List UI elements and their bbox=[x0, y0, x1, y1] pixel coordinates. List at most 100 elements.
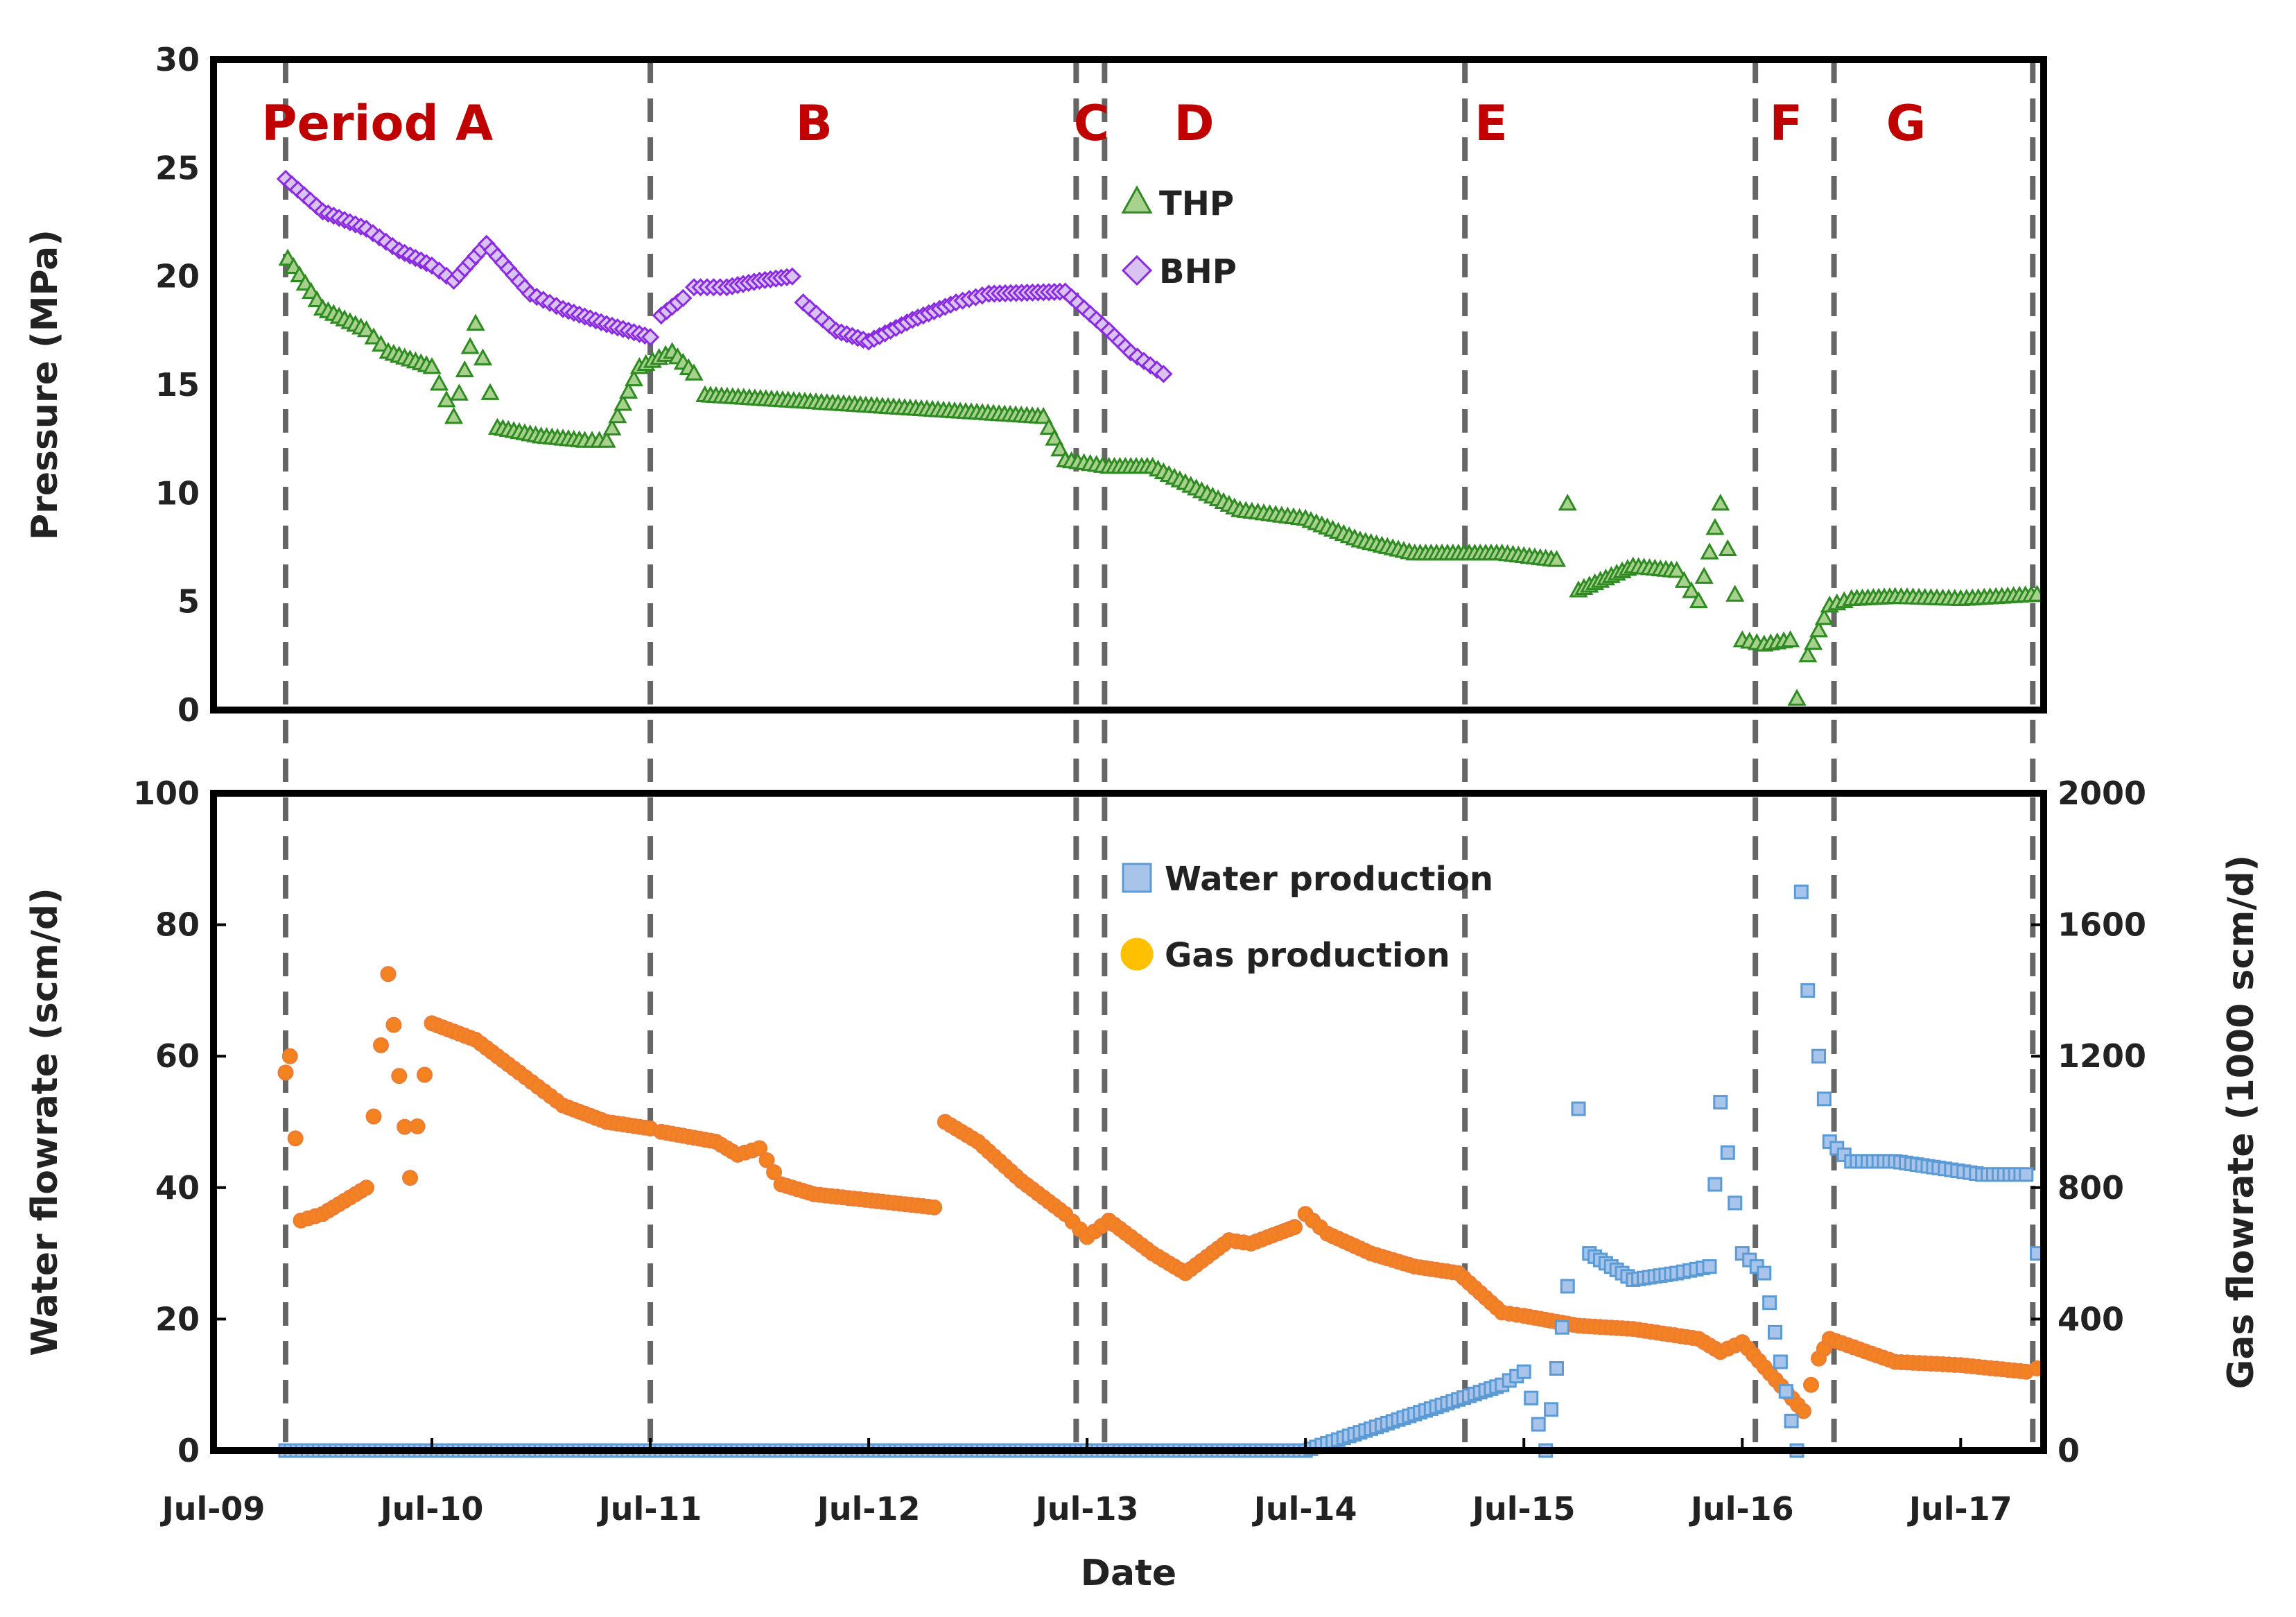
water-marker bbox=[1768, 1324, 1783, 1340]
water-marker bbox=[1784, 1413, 1799, 1428]
thp-marker bbox=[619, 381, 638, 399]
water-y-tick-label: 20 bbox=[155, 1300, 200, 1338]
thp-marker bbox=[608, 406, 627, 424]
period-label: C bbox=[1074, 95, 1109, 152]
thp-marker bbox=[1682, 581, 1701, 598]
water-marker bbox=[1713, 1095, 1728, 1110]
water-marker bbox=[1531, 1417, 1546, 1432]
water-marker bbox=[1720, 1145, 1735, 1160]
date-x-tick-label: Jul-16 bbox=[1689, 1490, 1794, 1528]
thp-marker bbox=[371, 334, 391, 352]
gas-marker bbox=[277, 1064, 294, 1081]
water-marker bbox=[1544, 1402, 1559, 1417]
pressure-y-tick-label: 5 bbox=[177, 583, 200, 621]
pressure-y-tick-label: 10 bbox=[155, 474, 200, 512]
pressure-y-label: Pressure (MPa) bbox=[24, 230, 66, 540]
water-legend-marker bbox=[1122, 863, 1152, 893]
thp-marker bbox=[614, 394, 633, 411]
gas-marker bbox=[358, 1179, 375, 1196]
water-y-tick-label: 0 bbox=[177, 1432, 200, 1469]
pressure-panel: 0 5 10 15 20 25 30 Pressure (MPa) Period A B C D E… bbox=[24, 41, 2047, 729]
water-marker bbox=[1516, 1364, 1531, 1379]
water-marker bbox=[1560, 1279, 1575, 1294]
gas-y-tick-label: 1600 bbox=[2058, 906, 2146, 944]
thp-marker bbox=[1711, 493, 1730, 511]
water-marker bbox=[1757, 1265, 1772, 1281]
period-label: G bbox=[1886, 95, 1926, 152]
thp-marker bbox=[1705, 518, 1725, 535]
thp-marker bbox=[422, 357, 442, 374]
thp-marker bbox=[1039, 417, 1059, 435]
thp-marker bbox=[1034, 406, 1053, 424]
pressure-y-tick-label: 0 bbox=[177, 691, 200, 729]
period-label: B bbox=[796, 95, 833, 152]
flowrate-legend: Water production Gas production bbox=[1120, 860, 1493, 975]
thp-marker bbox=[597, 431, 616, 448]
thp-marker bbox=[1694, 567, 1714, 584]
thp-marker bbox=[466, 313, 485, 331]
bhp-marker bbox=[1154, 365, 1173, 383]
pressure-plot-frame bbox=[210, 56, 2047, 714]
gas-marker bbox=[391, 1068, 408, 1084]
water-marker bbox=[1816, 1091, 1832, 1107]
thp-marker bbox=[1718, 539, 1737, 557]
thp-marker bbox=[1781, 630, 1800, 648]
thp-marker bbox=[437, 390, 456, 408]
water-y-label: Water flowrate (scm/d) bbox=[24, 888, 66, 1356]
date-x-tick-label: Jul-10 bbox=[379, 1490, 484, 1528]
thp-marker bbox=[1558, 493, 1577, 511]
gas-marker bbox=[926, 1199, 943, 1216]
water-marker bbox=[1773, 1354, 1788, 1369]
gas-marker bbox=[281, 1048, 298, 1064]
water-y-tick-label: 100 bbox=[133, 775, 200, 812]
thp-legend-marker bbox=[1121, 185, 1153, 214]
water-marker bbox=[1571, 1101, 1586, 1116]
thp-marker bbox=[455, 360, 474, 378]
period-label: F bbox=[1769, 95, 1802, 152]
thp-marker bbox=[1798, 645, 1818, 663]
pressure-y-ticks: 0 5 10 15 20 25 30 bbox=[155, 41, 200, 729]
thp-marker bbox=[1725, 585, 1745, 602]
gas-marker bbox=[385, 1017, 402, 1033]
water-marker bbox=[1554, 1320, 1569, 1335]
water-marker bbox=[1728, 1195, 1743, 1211]
pressure-y-tick-label: 25 bbox=[155, 149, 200, 187]
gas-marker bbox=[758, 1152, 775, 1168]
thp-marker bbox=[356, 320, 376, 338]
thp-marker bbox=[444, 406, 464, 424]
thp-marker bbox=[449, 383, 469, 401]
thp-marker bbox=[473, 348, 493, 365]
gas-marker bbox=[1802, 1376, 1819, 1393]
water-y-ticks: 0 20 40 60 80 100 bbox=[133, 775, 226, 1469]
water-legend-label: Water production bbox=[1165, 860, 1493, 899]
thp-marker bbox=[602, 418, 622, 435]
date-x-tick-label: Jul-13 bbox=[1034, 1490, 1139, 1528]
pressure-series bbox=[276, 169, 2047, 706]
gas-marker bbox=[766, 1164, 783, 1181]
water-marker bbox=[1524, 1390, 1539, 1406]
pressure-y-tick-label: 15 bbox=[155, 366, 200, 404]
gas-marker bbox=[417, 1066, 433, 1083]
pressure-legend: THP BHP bbox=[1121, 184, 1237, 291]
water-y-tick-label: 80 bbox=[155, 906, 200, 944]
gas-y-label: Gas flowrate (1000 scm/d) bbox=[2220, 855, 2262, 1390]
period-label: D bbox=[1174, 95, 1214, 152]
water-marker bbox=[1811, 1048, 1827, 1064]
gas-marker bbox=[402, 1170, 419, 1186]
thp-marker bbox=[480, 383, 500, 400]
period-labels: Period A B C D E F G bbox=[261, 95, 1926, 152]
bhp-marker bbox=[641, 328, 660, 347]
gas-marker bbox=[365, 1108, 382, 1125]
date-x-tick-label: Jul-09 bbox=[160, 1490, 266, 1528]
water-marker bbox=[1778, 1384, 1793, 1399]
gas-marker bbox=[1795, 1403, 1811, 1419]
thp-legend-label: THP bbox=[1159, 184, 1234, 223]
thp-marker bbox=[1809, 620, 1829, 638]
thp-marker bbox=[684, 363, 704, 381]
gas-marker bbox=[409, 1118, 426, 1134]
thp-marker bbox=[1700, 542, 1719, 560]
gas-y-tick-label: 0 bbox=[2058, 1432, 2080, 1469]
thp-marker bbox=[1667, 560, 1687, 578]
thp-marker bbox=[1050, 439, 1070, 457]
